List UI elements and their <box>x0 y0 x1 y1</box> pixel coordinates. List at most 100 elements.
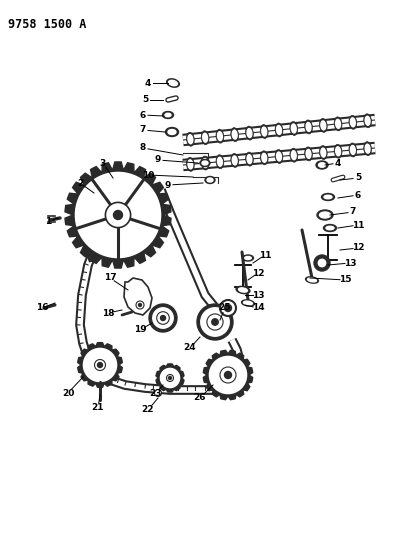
Circle shape <box>160 316 165 320</box>
Ellipse shape <box>262 127 267 136</box>
Ellipse shape <box>364 114 372 128</box>
Circle shape <box>95 359 106 370</box>
Circle shape <box>208 355 248 395</box>
Text: 21: 21 <box>92 403 104 413</box>
Ellipse shape <box>165 127 178 136</box>
Text: 6: 6 <box>355 190 361 199</box>
Circle shape <box>97 362 102 367</box>
Ellipse shape <box>205 176 215 183</box>
Circle shape <box>225 304 232 311</box>
Text: 7: 7 <box>350 207 356 216</box>
Ellipse shape <box>245 256 251 260</box>
Ellipse shape <box>260 125 268 139</box>
Circle shape <box>157 312 169 324</box>
Ellipse shape <box>162 111 173 118</box>
Polygon shape <box>78 343 122 387</box>
Circle shape <box>113 211 123 220</box>
Ellipse shape <box>216 155 224 169</box>
Circle shape <box>74 171 162 259</box>
Text: 9: 9 <box>155 156 161 165</box>
Ellipse shape <box>321 121 326 130</box>
Ellipse shape <box>277 152 281 161</box>
Text: 14: 14 <box>252 303 264 312</box>
Ellipse shape <box>238 288 247 292</box>
Ellipse shape <box>349 143 357 157</box>
Ellipse shape <box>186 132 194 146</box>
Ellipse shape <box>216 129 224 143</box>
Ellipse shape <box>169 80 177 86</box>
Circle shape <box>106 203 130 228</box>
Text: 18: 18 <box>102 309 114 318</box>
Ellipse shape <box>364 142 372 156</box>
Text: 16: 16 <box>36 303 48 312</box>
Text: 9758 1500 A: 9758 1500 A <box>8 18 86 31</box>
Text: 12: 12 <box>252 269 264 278</box>
Text: 10: 10 <box>142 171 154 180</box>
Ellipse shape <box>201 131 209 144</box>
Polygon shape <box>124 278 152 315</box>
Ellipse shape <box>349 115 357 130</box>
Ellipse shape <box>245 152 253 166</box>
Ellipse shape <box>165 113 171 117</box>
Circle shape <box>220 300 236 316</box>
Circle shape <box>225 372 232 378</box>
Ellipse shape <box>308 278 316 282</box>
Ellipse shape <box>217 132 222 141</box>
Circle shape <box>220 367 236 383</box>
Text: 26: 26 <box>194 393 206 402</box>
Polygon shape <box>203 350 253 400</box>
Text: 17: 17 <box>104 273 116 282</box>
Ellipse shape <box>243 301 253 305</box>
Text: 5: 5 <box>355 174 361 182</box>
Circle shape <box>314 255 330 271</box>
Ellipse shape <box>305 120 312 134</box>
Text: 19: 19 <box>134 326 146 335</box>
Circle shape <box>139 303 141 306</box>
Ellipse shape <box>320 146 327 159</box>
Text: 5: 5 <box>142 95 148 104</box>
Circle shape <box>199 306 230 337</box>
Ellipse shape <box>217 157 222 166</box>
Ellipse shape <box>290 122 298 135</box>
Circle shape <box>167 375 173 382</box>
Ellipse shape <box>291 124 296 133</box>
Circle shape <box>154 390 162 397</box>
Ellipse shape <box>186 157 194 171</box>
Text: 6: 6 <box>140 110 146 119</box>
Text: 13: 13 <box>344 259 356 268</box>
Ellipse shape <box>291 151 296 160</box>
Circle shape <box>152 306 175 329</box>
Circle shape <box>159 367 181 389</box>
Ellipse shape <box>318 163 325 167</box>
Ellipse shape <box>188 135 193 144</box>
Ellipse shape <box>336 147 340 156</box>
Ellipse shape <box>232 130 237 139</box>
Circle shape <box>82 347 118 383</box>
Ellipse shape <box>305 147 312 161</box>
Text: 15: 15 <box>339 276 351 285</box>
Polygon shape <box>156 364 184 392</box>
Text: 8: 8 <box>140 143 146 152</box>
Text: 11: 11 <box>259 251 271 260</box>
Ellipse shape <box>247 155 252 164</box>
Ellipse shape <box>320 212 331 218</box>
Text: 13: 13 <box>252 290 264 300</box>
Ellipse shape <box>167 79 179 87</box>
Ellipse shape <box>203 158 208 167</box>
Text: 2: 2 <box>77 179 83 188</box>
Ellipse shape <box>334 144 342 158</box>
Ellipse shape <box>322 193 335 200</box>
Ellipse shape <box>316 161 328 169</box>
Circle shape <box>207 314 223 330</box>
Circle shape <box>136 301 144 309</box>
Text: 11: 11 <box>352 221 364 230</box>
Ellipse shape <box>365 144 370 153</box>
Ellipse shape <box>262 154 267 162</box>
Ellipse shape <box>232 156 237 165</box>
Text: 24: 24 <box>184 343 196 352</box>
Text: 1: 1 <box>45 217 51 227</box>
Text: 12: 12 <box>352 244 364 253</box>
Ellipse shape <box>365 116 370 125</box>
Text: 3: 3 <box>100 158 106 167</box>
Ellipse shape <box>236 286 250 294</box>
